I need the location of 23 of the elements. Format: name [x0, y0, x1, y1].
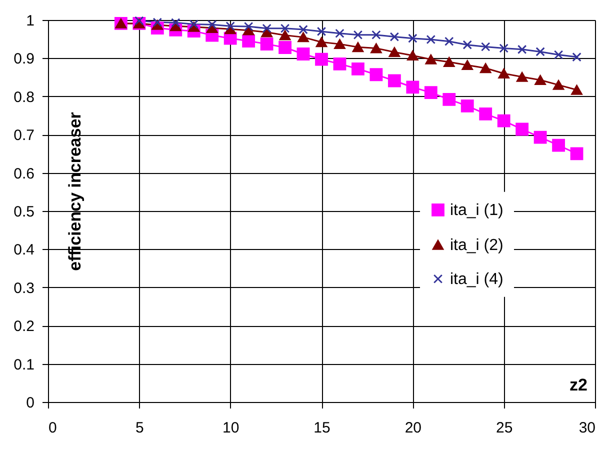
y-tick-label: 0.7 — [14, 127, 34, 144]
y-tick-label: 0.3 — [14, 280, 34, 297]
y-axis-title: efficiency increaser — [66, 112, 84, 271]
y-tick-label: 1 — [26, 12, 34, 30]
x-axis-title: z2 — [570, 376, 588, 394]
x-tick-label: 30 — [578, 420, 596, 436]
y-tick-label: 0.8 — [14, 88, 34, 106]
y-tick-label: 0.1 — [14, 356, 34, 374]
y-tick-label: 0.4 — [14, 242, 34, 259]
x-tick-label: 0 — [48, 420, 57, 436]
x-tick-label: 25 — [496, 420, 513, 436]
y-tick-label: 0.9 — [14, 50, 34, 68]
x-tick-label: 10 — [222, 420, 240, 436]
y-tick-label: 0.5 — [14, 204, 34, 220]
y-tick-label: 0.6 — [14, 165, 34, 182]
legend-label: ita_i (1) — [450, 202, 504, 219]
y-tick-label: 0.2 — [14, 318, 34, 336]
x-tick-label: 20 — [404, 420, 422, 436]
legend-label: ita_i (4) — [450, 270, 504, 288]
x-tick-label: 15 — [314, 420, 330, 436]
y-tick-label: 0 — [26, 394, 34, 412]
legend-label: ita_i (2) — [450, 236, 504, 254]
x-tick-label: 5 — [135, 420, 144, 436]
